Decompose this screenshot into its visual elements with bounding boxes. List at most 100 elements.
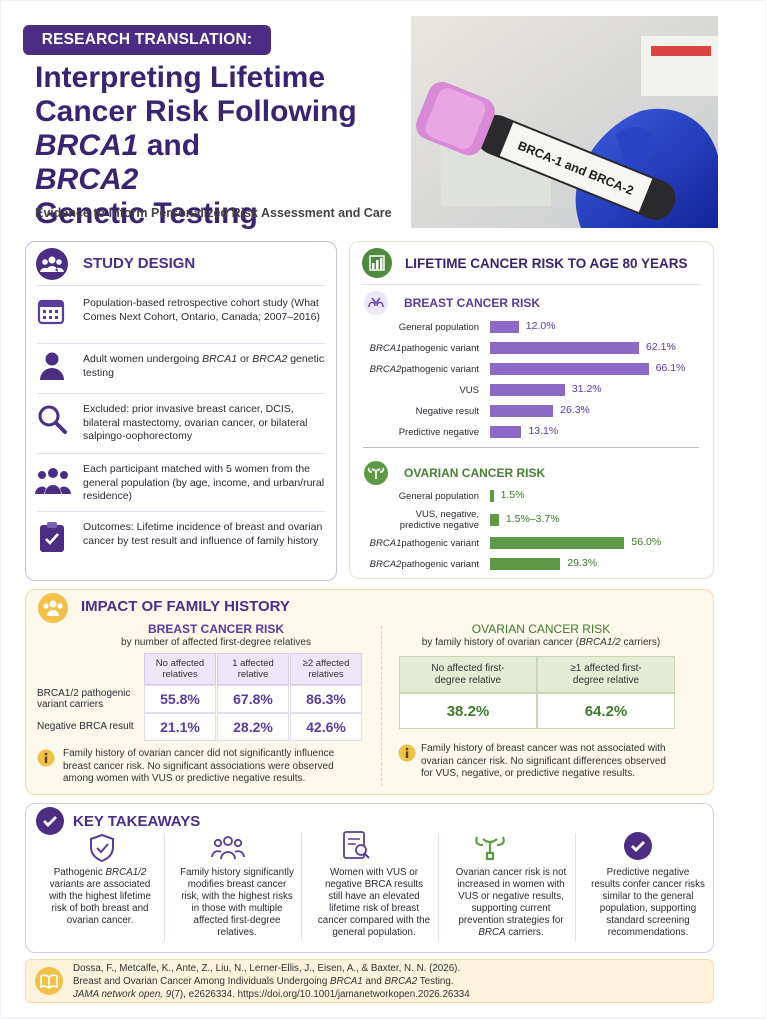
- icon-shape: [40, 266, 64, 272]
- text-run: carriers): [620, 637, 661, 648]
- bar-label: VUS: [459, 384, 479, 396]
- icon-shape: [376, 260, 379, 269]
- bar: [490, 384, 565, 396]
- italic-text: BRCA1: [330, 976, 363, 987]
- text-run: and: [362, 976, 385, 987]
- icon-shape: [44, 756, 48, 763]
- icon-shape: [35, 468, 71, 494]
- bar: [490, 405, 554, 417]
- table-cell: 42.6%: [290, 713, 362, 741]
- icon-shape: [380, 258, 383, 269]
- italic-text: BRCA1: [369, 537, 402, 549]
- icon-shape: [211, 850, 222, 858]
- table-cell: 86.3%: [290, 685, 362, 713]
- text-run: Genetic Testing: [35, 197, 258, 230]
- bar-label: BRCA2 pathogenic variant: [339, 551, 479, 577]
- table-cell: 67.8%: [217, 685, 289, 713]
- text-run: Pathogenic: [53, 867, 106, 878]
- icon-search: [38, 405, 67, 434]
- bar: [490, 558, 561, 570]
- icon-shape: [49, 310, 52, 313]
- column-header: No affected relatives: [144, 653, 216, 685]
- icon-shape: [405, 751, 409, 758]
- subsection-title: OVARIAN CANCER RISK: [404, 466, 546, 480]
- subtitle: Evidence to Inform Personalized Risk Ass…: [35, 206, 392, 220]
- icon-uterus: [475, 836, 505, 861]
- icon-shape: [631, 841, 645, 852]
- icon-shape: [39, 301, 63, 307]
- citation-line: Dossa, F., Metcalfe, K., Ante, Z., Liu, …: [73, 963, 461, 974]
- icon-shape: [233, 838, 243, 848]
- icon-shape: [616, 126, 656, 166]
- text-run: Cancer Risk Following: [35, 95, 357, 128]
- icon-shape: [45, 352, 59, 366]
- takeaway: Ovarian cancer risk is not increased in …: [454, 867, 568, 939]
- icon-shape: [57, 603, 63, 609]
- row-label: BRCA1/2 pathogenic variant carriers: [37, 687, 131, 711]
- table-subtitle: by family history of ovarian cancer (BRC…: [391, 637, 691, 648]
- bar: [490, 537, 625, 549]
- icon-shape: [55, 316, 58, 319]
- icon-breast: [364, 291, 388, 315]
- italic-text: BRCA1: [369, 342, 402, 354]
- table-cell: 64.2%: [537, 693, 675, 729]
- study-item: Outcomes: Lifetime incidence of breast a…: [83, 521, 323, 547]
- value-label: 62.1%: [646, 341, 676, 353]
- bar-label: BRCA1 pathogenic variant: [339, 335, 479, 361]
- icon-shape: [425, 88, 486, 150]
- value-label: 12.0%: [525, 320, 556, 332]
- takeaway: Women with VUS or negative BRCA results …: [317, 867, 431, 938]
- text-run: Adult women undergoing: [83, 353, 203, 365]
- divider: [363, 447, 699, 448]
- study-item: Population-based retrospective cohort st…: [83, 297, 320, 323]
- value-label: 31.2%: [571, 383, 602, 395]
- text-run: carriers.: [505, 927, 544, 938]
- takeaway: Predictive negative results confer cance…: [591, 867, 705, 938]
- text-run: Breast and Ovarian Cancer Among Individu…: [73, 976, 331, 987]
- table-cell: 28.2%: [217, 713, 289, 741]
- value-label: 1.5%: [500, 489, 525, 501]
- value-label: 66.1%: [655, 362, 686, 374]
- icon-shape: [475, 836, 505, 861]
- divider: [381, 626, 382, 786]
- text-run: pathogenic variant: [401, 342, 479, 354]
- title: Interpreting Lifetime Cancer Risk Followi…: [35, 61, 405, 231]
- icon-shape: [40, 974, 58, 989]
- italic-text: BRCA2: [369, 558, 402, 570]
- column-header: ≥1 affected first-degree relative: [537, 656, 675, 693]
- section-icon: [36, 248, 68, 280]
- icon-shape: [38, 471, 46, 479]
- icon-shape: [90, 833, 114, 863]
- divider: [37, 285, 325, 286]
- citation-line: Breast and Ovarian Cancer Among Individu…: [73, 976, 703, 988]
- section-title: STUDY DESIGN: [83, 255, 196, 272]
- divider: [37, 343, 325, 344]
- value-label: 29.3%: [567, 557, 598, 569]
- photo: BRCA-1 and BRCA-2: [411, 16, 718, 228]
- subsection-title: BREAST CANCER RISK: [404, 296, 541, 310]
- icon-uterus: [364, 461, 388, 485]
- table-cell: 38.2%: [399, 693, 537, 729]
- section-icon: [36, 807, 64, 835]
- text-run: Ovarian cancer risk is not increased in …: [455, 867, 567, 926]
- icon-shape: [48, 256, 56, 264]
- text-run: Interpreting Lifetime: [35, 61, 326, 94]
- italic-text: BRCA1/2: [579, 637, 621, 648]
- divider: [164, 833, 165, 941]
- italic-text: BRCA: [478, 927, 506, 938]
- bar: [490, 321, 519, 333]
- icon-shape: [372, 263, 375, 269]
- text-run: pathogenic variant: [401, 537, 479, 549]
- section-title: LIFETIME CANCER RISK TO AGE 80 YEARS: [405, 256, 688, 271]
- icon-shape: [60, 471, 68, 479]
- info-icon: [398, 744, 416, 762]
- icon-shape: [651, 46, 711, 56]
- icon-shape: [40, 368, 64, 380]
- bar: [490, 490, 494, 502]
- bar-label: General population: [398, 321, 479, 333]
- icon-shape: [49, 316, 52, 319]
- italic-text: BRCA2: [252, 353, 288, 365]
- icon-shape: [43, 600, 63, 616]
- bar-label: VUS, negative, predictive negative: [399, 509, 479, 531]
